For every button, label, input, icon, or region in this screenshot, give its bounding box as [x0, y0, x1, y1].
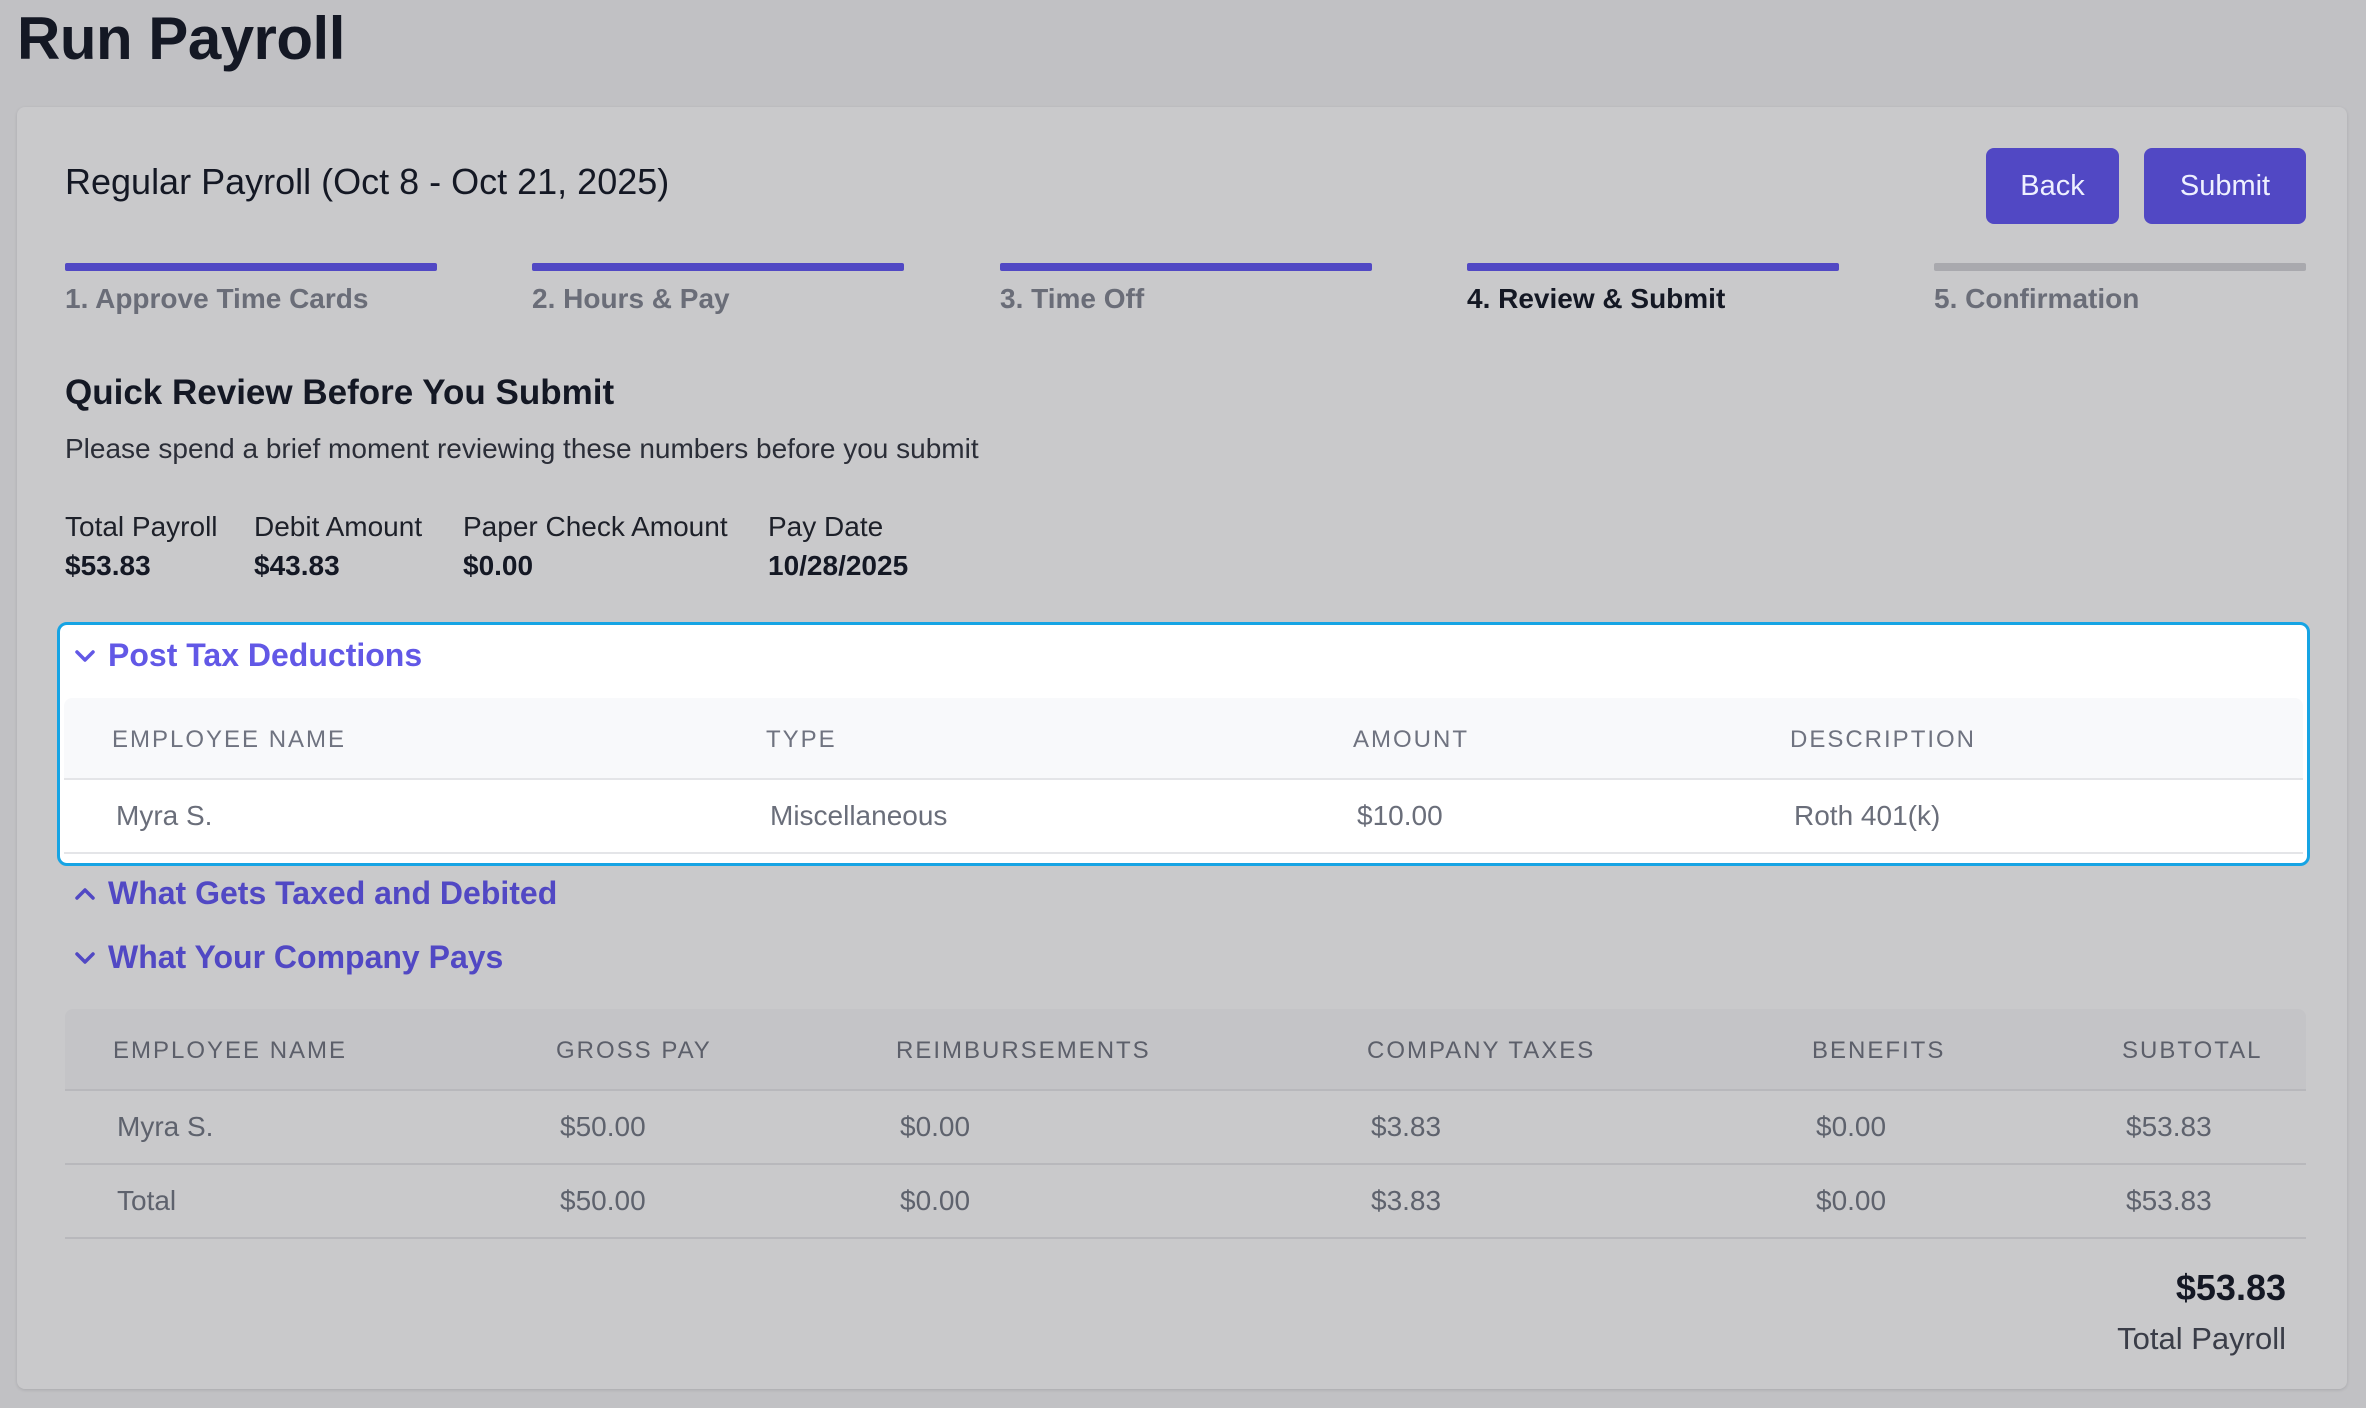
progress-stepper: 1. Approve Time Cards 2. Hours & Pay 3. …	[65, 263, 2306, 323]
table-row: Myra S. Miscellaneous $10.00 Roth 401(k)	[64, 780, 2303, 854]
stat-label: Paper Check Amount	[463, 511, 728, 542]
table-total-row: Total $50.00 $0.00 $3.83 $0.00 $53.83	[65, 1165, 2306, 1239]
back-button[interactable]: Back	[1986, 148, 2119, 224]
table-row: Myra S. $50.00 $0.00 $3.83 $0.00 $53.83	[65, 1091, 2306, 1165]
step-label: 5. Confirmation	[1934, 283, 2140, 314]
table-cell: Myra S.	[117, 1111, 214, 1142]
page-title: Run Payroll	[17, 5, 345, 72]
step-progress-bar	[1934, 263, 2306, 271]
step-time-off[interactable]: 3. Time Off	[1000, 263, 1372, 315]
column-header: TYPE	[766, 726, 837, 753]
table-header: EMPLOYEE NAME TYPE AMOUNT DESCRIPTION	[64, 698, 2303, 780]
stat-debit-amount: Debit Amount $43.83	[254, 511, 422, 582]
table-cell: $0.00	[900, 1111, 971, 1142]
column-header: GROSS PAY	[556, 1037, 712, 1064]
stat-value: $43.83	[254, 550, 340, 581]
review-subtitle: Please spend a brief moment reviewing th…	[65, 433, 979, 464]
submit-button[interactable]: Submit	[2144, 148, 2306, 224]
stat-label: Total Payroll	[65, 511, 218, 542]
step-review-and-submit[interactable]: 4. Review & Submit	[1467, 263, 1839, 315]
step-progress-bar	[65, 263, 437, 271]
section-title: What Gets Taxed and Debited	[108, 875, 558, 911]
table-cell: $53.83	[2126, 1111, 2212, 1142]
chevron-up-icon	[75, 887, 95, 900]
stat-value: $0.00	[463, 550, 534, 581]
table-cell: $10.00	[1357, 800, 1443, 831]
step-label: 3. Time Off	[1000, 283, 1145, 314]
table-cell: $50.00	[560, 1185, 646, 1216]
step-progress-bar	[1000, 263, 1372, 271]
payroll-name: Regular Payroll (Oct 8 - Oct 21, 2025)	[65, 161, 670, 202]
step-progress-bar	[532, 263, 904, 271]
column-header: DESCRIPTION	[1790, 726, 1977, 753]
stat-value: 10/28/2025	[768, 550, 909, 581]
column-header: REIMBURSEMENTS	[896, 1037, 1151, 1064]
table-cell: $50.00	[560, 1111, 646, 1142]
post-tax-deductions-toggle[interactable]: Post Tax Deductions	[74, 637, 422, 674]
table-cell: $0.00	[900, 1185, 971, 1216]
stat-pay-date: Pay Date 10/28/2025	[768, 511, 908, 582]
step-hours-and-pay[interactable]: 2. Hours & Pay	[532, 263, 904, 315]
section-title: What Your Company Pays	[108, 939, 504, 975]
company-pays-toggle[interactable]: What Your Company Pays	[74, 939, 503, 976]
column-header: SUBTOTAL	[2122, 1037, 2263, 1064]
stat-label: Pay Date	[768, 511, 884, 542]
table-cell: Miscellaneous	[770, 800, 948, 831]
taxed-and-debited-toggle[interactable]: What Gets Taxed and Debited	[74, 875, 557, 912]
table-cell: $3.83	[1371, 1185, 1442, 1216]
step-label: 1. Approve Time Cards	[65, 283, 369, 314]
post-tax-deductions-table: EMPLOYEE NAME TYPE AMOUNT DESCRIPTION My…	[64, 698, 2303, 854]
stat-paper-check-amount: Paper Check Amount $0.00	[463, 511, 728, 582]
table-cell: $0.00	[1816, 1185, 1887, 1216]
post-tax-deductions-panel: Post Tax Deductions EMPLOYEE NAME TYPE A…	[57, 622, 2310, 866]
column-header: BENEFITS	[1812, 1037, 1946, 1064]
table-header: EMPLOYEE NAME GROSS PAY REIMBURSEMENTS C…	[65, 1009, 2306, 1091]
table-cell: Myra S.	[116, 800, 213, 831]
column-header: EMPLOYEE NAME	[113, 1037, 348, 1064]
section-title: Post Tax Deductions	[108, 637, 423, 673]
grand-total: $53.83 Total Payroll	[2117, 1267, 2286, 1357]
column-header: AMOUNT	[1353, 726, 1469, 753]
stat-value: $53.83	[65, 550, 151, 581]
step-label: 2. Hours & Pay	[532, 283, 730, 314]
step-label: 4. Review & Submit	[1467, 283, 1726, 314]
grand-total-label: Total Payroll	[2117, 1321, 2286, 1356]
company-pays-table: EMPLOYEE NAME GROSS PAY REIMBURSEMENTS C…	[65, 1009, 2306, 1239]
table-cell: $0.00	[1816, 1111, 1887, 1142]
review-heading: Quick Review Before You Submit	[65, 373, 615, 412]
chevron-down-icon	[75, 649, 95, 662]
payroll-card: Regular Payroll (Oct 8 - Oct 21, 2025) B…	[17, 107, 2347, 1389]
grand-total-value: $53.83	[2175, 1267, 2286, 1308]
step-approve-time-cards[interactable]: 1. Approve Time Cards	[65, 263, 437, 315]
table-cell: Total	[117, 1185, 177, 1216]
table-cell: Roth 401(k)	[1794, 800, 1941, 831]
table-cell: $3.83	[1371, 1111, 1442, 1142]
column-header: EMPLOYEE NAME	[112, 726, 347, 753]
chevron-down-icon	[75, 951, 95, 964]
stat-label: Debit Amount	[254, 511, 423, 542]
step-confirmation: 5. Confirmation	[1934, 263, 2306, 315]
step-progress-bar	[1467, 263, 1839, 271]
column-header: COMPANY TAXES	[1367, 1037, 1596, 1064]
stat-total-payroll: Total Payroll $53.83	[65, 511, 218, 582]
table-cell: $53.83	[2126, 1185, 2212, 1216]
